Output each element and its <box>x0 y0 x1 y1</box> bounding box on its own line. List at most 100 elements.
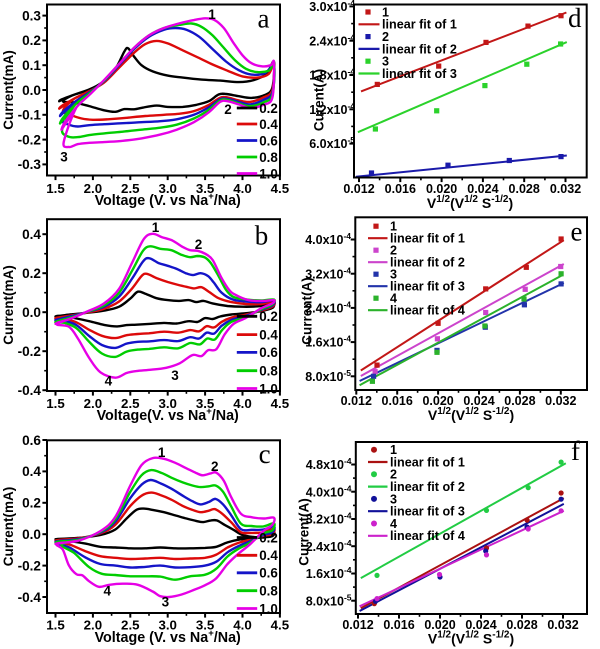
svg-text:0.3: 0.3 <box>22 8 41 23</box>
svg-text:linear fit of 1: linear fit of 1 <box>382 18 457 32</box>
svg-text:Voltage(V. vs Na+/Na): Voltage(V. vs Na+/Na) <box>97 406 239 424</box>
svg-text:2.4x10-4: 2.4x10-4 <box>305 300 351 316</box>
svg-text:1.5: 1.5 <box>46 396 65 411</box>
svg-text:4: 4 <box>103 584 111 599</box>
svg-text:1.6x10-4: 1.6x10-4 <box>305 334 351 350</box>
svg-text:2: 2 <box>390 468 397 482</box>
svg-text:0.0: 0.0 <box>22 83 41 98</box>
svg-text:Voltage (V. vs Na+/Na): Voltage (V. vs Na+/Na) <box>95 191 241 209</box>
svg-text:linear fit of 2: linear fit of 2 <box>390 480 465 494</box>
svg-text:2: 2 <box>390 244 397 258</box>
svg-text:0.1: 0.1 <box>22 58 41 73</box>
svg-text:0.4: 0.4 <box>259 327 278 342</box>
svg-text:1.0: 1.0 <box>259 166 278 181</box>
svg-text:0.016: 0.016 <box>385 182 416 196</box>
svg-text:0.4: 0.4 <box>22 464 41 479</box>
svg-text:-0.2: -0.2 <box>18 132 42 147</box>
svg-text:3.5: 3.5 <box>196 396 215 411</box>
svg-text:2.0: 2.0 <box>84 396 103 411</box>
svg-text:1.5: 1.5 <box>46 181 65 196</box>
svg-text:0.032: 0.032 <box>547 618 578 632</box>
svg-text:linear fit of 2: linear fit of 2 <box>382 42 457 56</box>
svg-text:8.0x10-5: 8.0x10-5 <box>305 368 351 384</box>
svg-text:3: 3 <box>382 55 389 69</box>
svg-text:Voltage (V. vs Na+/Na): Voltage (V. vs Na+/Na) <box>95 628 241 646</box>
svg-text:2: 2 <box>382 30 389 44</box>
svg-text:-0.4: -0.4 <box>18 383 42 398</box>
svg-text:1.0: 1.0 <box>259 381 278 396</box>
svg-text:0.032: 0.032 <box>550 182 581 196</box>
svg-text:-0.2: -0.2 <box>18 558 42 573</box>
svg-text:1.6x10-4: 1.6x10-4 <box>306 565 352 581</box>
svg-text:0.028: 0.028 <box>509 182 540 196</box>
svg-text:0.020: 0.020 <box>426 182 457 196</box>
svg-text:4.0x10-4: 4.0x10-4 <box>305 231 351 247</box>
svg-text:Current(A): Current(A) <box>300 277 315 345</box>
svg-text:0.012: 0.012 <box>343 182 374 196</box>
svg-text:3.0: 3.0 <box>158 396 177 411</box>
svg-text:linear fit of 3: linear fit of 3 <box>382 67 457 81</box>
svg-text:3.2x10-4: 3.2x10-4 <box>306 511 352 527</box>
svg-text:1: 1 <box>390 220 397 234</box>
svg-text:0.016: 0.016 <box>383 618 414 632</box>
svg-text:1: 1 <box>152 220 160 235</box>
svg-text:0.4: 0.4 <box>259 548 278 563</box>
svg-text:1.8x10-4: 1.8x10-4 <box>309 67 355 83</box>
svg-text:4: 4 <box>105 374 113 389</box>
svg-text:0.2: 0.2 <box>22 266 41 281</box>
svg-text:4.0x10-4: 4.0x10-4 <box>306 483 352 499</box>
svg-text:1.0: 1.0 <box>259 601 278 616</box>
svg-text:Curent(A): Curent(A) <box>312 69 327 131</box>
svg-text:0.028: 0.028 <box>504 394 535 408</box>
svg-text:1: 1 <box>382 5 389 19</box>
svg-text:a: a <box>258 4 270 34</box>
svg-text:2.5: 2.5 <box>121 181 140 196</box>
svg-text:0.8: 0.8 <box>259 150 278 165</box>
svg-text:3: 3 <box>162 595 170 610</box>
svg-text:1.2x10-4: 1.2x10-4 <box>309 101 355 117</box>
svg-text:0.4: 0.4 <box>259 117 278 132</box>
svg-text:2.4x10-4: 2.4x10-4 <box>306 538 352 554</box>
svg-text:2: 2 <box>195 237 203 252</box>
svg-text:2: 2 <box>224 102 232 117</box>
svg-text:Current(mA): Current(mA) <box>1 265 16 345</box>
svg-text:1.5: 1.5 <box>46 618 65 633</box>
svg-text:1: 1 <box>208 7 216 22</box>
svg-text:4: 4 <box>390 292 397 306</box>
svg-text:0.024: 0.024 <box>467 182 498 196</box>
svg-text:0.8: 0.8 <box>259 364 278 379</box>
svg-text:linear fit of 4: linear fit of 4 <box>390 529 465 543</box>
svg-text:3: 3 <box>60 150 68 165</box>
svg-text:0.020: 0.020 <box>424 618 455 632</box>
svg-text:0.2: 0.2 <box>259 530 278 545</box>
svg-text:Current(mA): Current(mA) <box>1 50 16 130</box>
svg-text:2.0: 2.0 <box>84 618 103 633</box>
svg-text:0.6: 0.6 <box>259 345 278 360</box>
svg-text:linear fit of 4: linear fit of 4 <box>390 304 465 318</box>
svg-text:3: 3 <box>390 492 397 506</box>
svg-text:2.0: 2.0 <box>84 181 103 196</box>
svg-text:0.032: 0.032 <box>545 394 576 408</box>
svg-text:0.6: 0.6 <box>259 133 278 148</box>
svg-text:0.4: 0.4 <box>22 227 41 242</box>
svg-text:e: e <box>571 217 583 247</box>
svg-text:3.5: 3.5 <box>196 181 215 196</box>
svg-text:4.0: 4.0 <box>233 618 252 633</box>
svg-text:-0.4: -0.4 <box>18 590 42 605</box>
svg-text:0.8: 0.8 <box>259 584 278 599</box>
svg-text:1: 1 <box>158 445 166 460</box>
svg-text:4.8x10-4: 4.8x10-4 <box>306 456 352 472</box>
svg-text:3.2x10-4: 3.2x10-4 <box>305 265 351 281</box>
svg-text:4.5: 4.5 <box>271 181 290 196</box>
svg-text:3.0: 3.0 <box>158 618 177 633</box>
svg-text:Current(A): Current(A) <box>297 498 312 566</box>
svg-text:c: c <box>259 439 271 469</box>
svg-text:0.012: 0.012 <box>341 394 372 408</box>
svg-text:1: 1 <box>390 443 397 457</box>
svg-text:4.5: 4.5 <box>271 396 290 411</box>
svg-text:3.0: 3.0 <box>158 181 177 196</box>
svg-text:linear fit of 2: linear fit of 2 <box>390 256 465 270</box>
svg-text:2.5: 2.5 <box>121 396 140 411</box>
svg-text:3.5: 3.5 <box>196 618 215 633</box>
svg-text:-0.2: -0.2 <box>18 344 42 359</box>
